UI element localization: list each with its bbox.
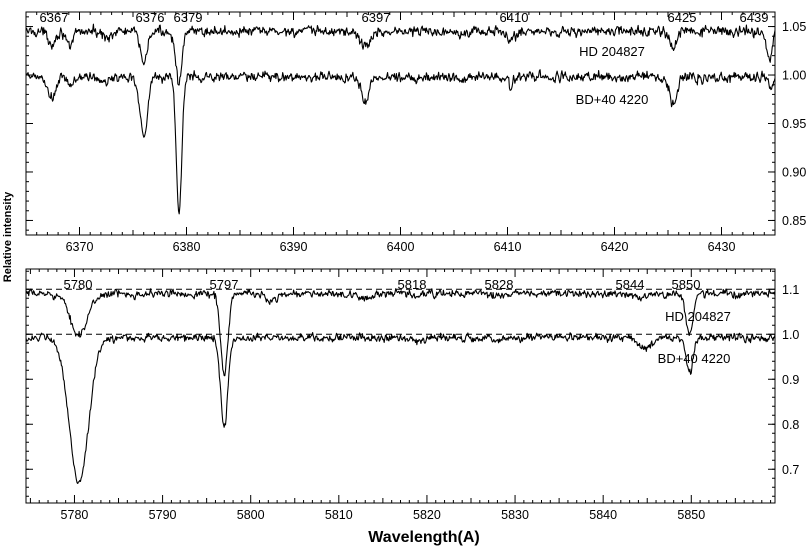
spectrum-trace	[26, 331, 775, 485]
y-tick-label: 1.00	[782, 69, 806, 83]
x-axis-label: Wavelength(A)	[368, 529, 479, 546]
x-tick-label: 5790	[149, 508, 177, 522]
x-tick-label: 5820	[413, 508, 441, 522]
y-tick-label: 0.9	[782, 373, 799, 387]
feature-label: 6379	[174, 10, 203, 25]
spectrum-trace	[26, 69, 775, 215]
spectrum-trace	[26, 23, 775, 86]
series-label: BD+40 4220	[658, 351, 731, 366]
feature-label: 6439	[740, 10, 769, 25]
feature-label: 5844	[616, 277, 645, 292]
x-tick-label: 5810	[325, 508, 353, 522]
feature-label: 6376	[136, 10, 165, 25]
feature-label: 5828	[485, 277, 514, 292]
x-tick-label: 6380	[173, 240, 201, 254]
y-tick-label: 0.95	[782, 117, 806, 131]
x-tick-label: 5850	[677, 508, 705, 522]
feature-label: 6425	[668, 10, 697, 25]
x-tick-label: 6430	[708, 240, 736, 254]
x-tick-label: 6410	[494, 240, 522, 254]
x-tick-label: 5840	[589, 508, 617, 522]
series-label: HD 204827	[665, 309, 731, 324]
y-tick-label: 1.05	[782, 20, 806, 34]
feature-label: 5780	[64, 277, 93, 292]
x-tick-label: 5780	[61, 508, 89, 522]
x-tick-label: 6420	[601, 240, 629, 254]
feature-label: 5850	[672, 277, 701, 292]
spectrum-trace	[26, 288, 775, 377]
series-label: HD 204827	[579, 44, 645, 59]
y-axis-label: Relative intensity	[2, 191, 14, 282]
y-tick-label: 1.0	[782, 328, 799, 342]
panel-top: 6370 6380 6390 6400 6410 6420 6430 0.85 0.90 0.95…	[25, 10, 806, 254]
x-tick-label: 6400	[387, 240, 415, 254]
x-tick-label: 6370	[66, 240, 94, 254]
series-label: BD+40 4220	[576, 92, 649, 107]
x-tick-label: 6390	[280, 240, 308, 254]
panel-bottom: 5780 5790 5800 5810 5820 5830 5840 5850 0.7 0.8 0.…	[25, 268, 799, 522]
y-tick-label: 0.8	[782, 418, 799, 432]
x-tick-label: 5830	[501, 508, 529, 522]
feature-label: 6367	[40, 10, 69, 25]
y-tick-label: 1.1	[782, 283, 799, 297]
feature-label: 6410	[500, 10, 529, 25]
feature-label: 5797	[210, 277, 239, 292]
y-tick-label: 0.85	[782, 214, 806, 228]
plot-frame	[25, 268, 776, 504]
feature-label: 6397	[362, 10, 391, 25]
y-tick-label: 0.90	[782, 165, 806, 179]
y-tick-label: 0.7	[782, 463, 799, 477]
feature-label: 5818	[398, 277, 427, 292]
x-tick-label: 5800	[237, 508, 265, 522]
